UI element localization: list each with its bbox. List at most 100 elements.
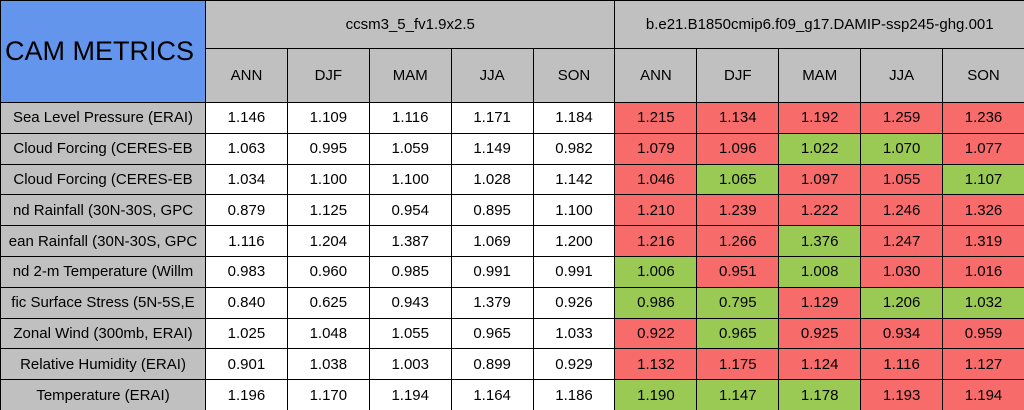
metric-cell: 1.046 — [614, 163, 698, 196]
column-header: JJA — [860, 48, 944, 103]
metric-cell: 0.934 — [860, 317, 944, 350]
metric-cell: 0.991 — [532, 255, 616, 288]
column-header-row: ANN DJF MAM JJA SON ANN DJF MAM JJA SON — [1, 48, 1024, 103]
metric-cell: 1.192 — [778, 102, 862, 134]
row-label: nd Rainfall (30N-30S, GPC — [0, 194, 206, 227]
metric-cell: 1.116 — [205, 225, 288, 257]
metric-cell: 1.096 — [696, 132, 780, 165]
metric-cell: 0.995 — [286, 132, 370, 165]
metric-cell: 1.193 — [860, 379, 944, 410]
metric-cell: 1.222 — [778, 194, 862, 227]
metric-cell: 1.178 — [778, 379, 862, 410]
column-header: MAM — [778, 48, 862, 103]
metric-cell: 0.926 — [532, 286, 616, 319]
row-label: Zonal Wind (300mb, ERAI) — [0, 317, 206, 350]
metric-cell: 0.985 — [368, 255, 452, 288]
metric-cell: 1.107 — [942, 163, 1024, 196]
metric-cell: 1.186 — [532, 379, 616, 410]
metric-cell: 1.032 — [942, 286, 1024, 319]
metric-cell: 1.124 — [778, 348, 862, 381]
row-label: fic Surface Stress (5N-5S,E — [0, 286, 206, 319]
metric-cell: 1.116 — [860, 348, 944, 381]
data-row: nd 2-m Temperature (Willm 0.983 0.960 0.985… — [0, 255, 1024, 288]
metric-cell: 0.965 — [450, 317, 534, 350]
metric-cell: 0.840 — [205, 286, 288, 319]
column-header: SON — [532, 48, 616, 103]
row-label: Relative Humidity (ERAI) — [0, 348, 206, 381]
column-header: ANN — [614, 48, 698, 103]
group-header-row: CAM METRICS ccsm3_5_fv1.9x2.5 b.e21.B185… — [0, 0, 1024, 103]
metric-cell: 1.077 — [942, 132, 1024, 165]
data-row: Relative Humidity (ERAI) 0.901 1.038 1.003 0… — [0, 348, 1024, 381]
metric-cell: 0.982 — [532, 132, 616, 165]
row-label: ean Rainfall (30N-30S, GPC — [0, 225, 206, 257]
metric-cell: 1.065 — [696, 163, 780, 196]
metric-cell: 0.965 — [696, 317, 780, 350]
metric-cell: 0.960 — [286, 255, 370, 288]
metric-cell: 1.097 — [778, 163, 862, 196]
metric-cell: 1.247 — [860, 225, 944, 257]
metric-cell: 1.109 — [286, 102, 370, 134]
metric-cell: 1.028 — [450, 163, 534, 196]
metric-cell: 1.100 — [286, 163, 370, 196]
metric-cell: 1.379 — [450, 286, 534, 319]
metric-cell: 1.194 — [942, 379, 1024, 410]
data-row: nd Rainfall (30N-30S, GPC 0.879 1.125 0.954… — [0, 194, 1024, 227]
metric-cell: 0.925 — [778, 317, 862, 350]
metric-cell: 0.901 — [205, 348, 288, 381]
metric-cell: 1.194 — [368, 379, 452, 410]
data-row: Zonal Wind (300mb, ERAI) 1.025 1.048 1.055 0… — [0, 317, 1024, 350]
table-title: CAM METRICS — [0, 0, 206, 103]
group-header: b.e21.B1850cmip6.f09_g17.DAMIP-ssp245-gh… — [614, 0, 1024, 49]
row-label: Cloud Forcing (CERES-EB — [0, 163, 206, 196]
metric-cell: 0.922 — [614, 317, 698, 350]
metric-cell: 1.200 — [532, 225, 616, 257]
metric-cell: 1.376 — [778, 225, 862, 257]
metric-cell: 1.116 — [368, 102, 452, 134]
column-header: JJA — [450, 48, 534, 103]
column-header: SON — [942, 48, 1024, 103]
metric-cell: 1.387 — [368, 225, 452, 257]
metric-cell: 1.236 — [942, 102, 1024, 134]
metric-cell: 1.134 — [696, 102, 780, 134]
metric-cell: 1.063 — [205, 132, 288, 165]
metric-cell: 1.059 — [368, 132, 452, 165]
metric-cell: 1.055 — [368, 317, 452, 350]
metric-cell: 0.625 — [286, 286, 370, 319]
metric-cell: 0.986 — [614, 286, 698, 319]
metric-cell: 1.142 — [532, 163, 616, 196]
metric-cell: 1.079 — [614, 132, 698, 165]
metric-cell: 1.034 — [205, 163, 288, 196]
metric-cell: 1.069 — [450, 225, 534, 257]
column-header: MAM — [368, 48, 452, 103]
metric-cell: 1.210 — [614, 194, 698, 227]
row-label: Cloud Forcing (CERES-EB — [0, 132, 206, 165]
group-header: ccsm3_5_fv1.9x2.5 — [204, 0, 616, 49]
column-header: DJF — [286, 48, 370, 103]
metric-cell: 1.016 — [942, 255, 1024, 288]
metric-cell: 1.100 — [532, 194, 616, 227]
data-row: ean Rainfall (30N-30S, GPC 1.116 1.204 1.38… — [0, 225, 1024, 257]
metric-cell: 1.030 — [860, 255, 944, 288]
metric-cell: 1.048 — [286, 317, 370, 350]
data-row: Cloud Forcing (CERES-EB 1.063 0.995 1.059 1.… — [0, 132, 1024, 165]
metric-cell: 1.125 — [286, 194, 370, 227]
metric-cell: 1.184 — [532, 102, 616, 134]
metric-cell: 1.146 — [205, 102, 288, 134]
metric-cell: 1.175 — [696, 348, 780, 381]
metric-cell: 1.171 — [450, 102, 534, 134]
data-row: Sea Level Pressure (ERAI) 1.146 1.109 1.116… — [0, 102, 1024, 134]
metric-cell: 0.795 — [696, 286, 780, 319]
column-header: ANN — [205, 48, 288, 103]
metric-cell: 0.895 — [450, 194, 534, 227]
column-header: DJF — [696, 48, 780, 103]
metric-cell: 1.070 — [860, 132, 944, 165]
metric-cell: 0.954 — [368, 194, 452, 227]
metric-cell: 1.204 — [286, 225, 370, 257]
metric-cell: 0.991 — [450, 255, 534, 288]
metric-cell: 0.951 — [696, 255, 780, 288]
metric-cell: 1.190 — [614, 379, 698, 410]
metric-cell: 1.025 — [205, 317, 288, 350]
row-label: Temperature (ERAI) — [0, 379, 206, 410]
